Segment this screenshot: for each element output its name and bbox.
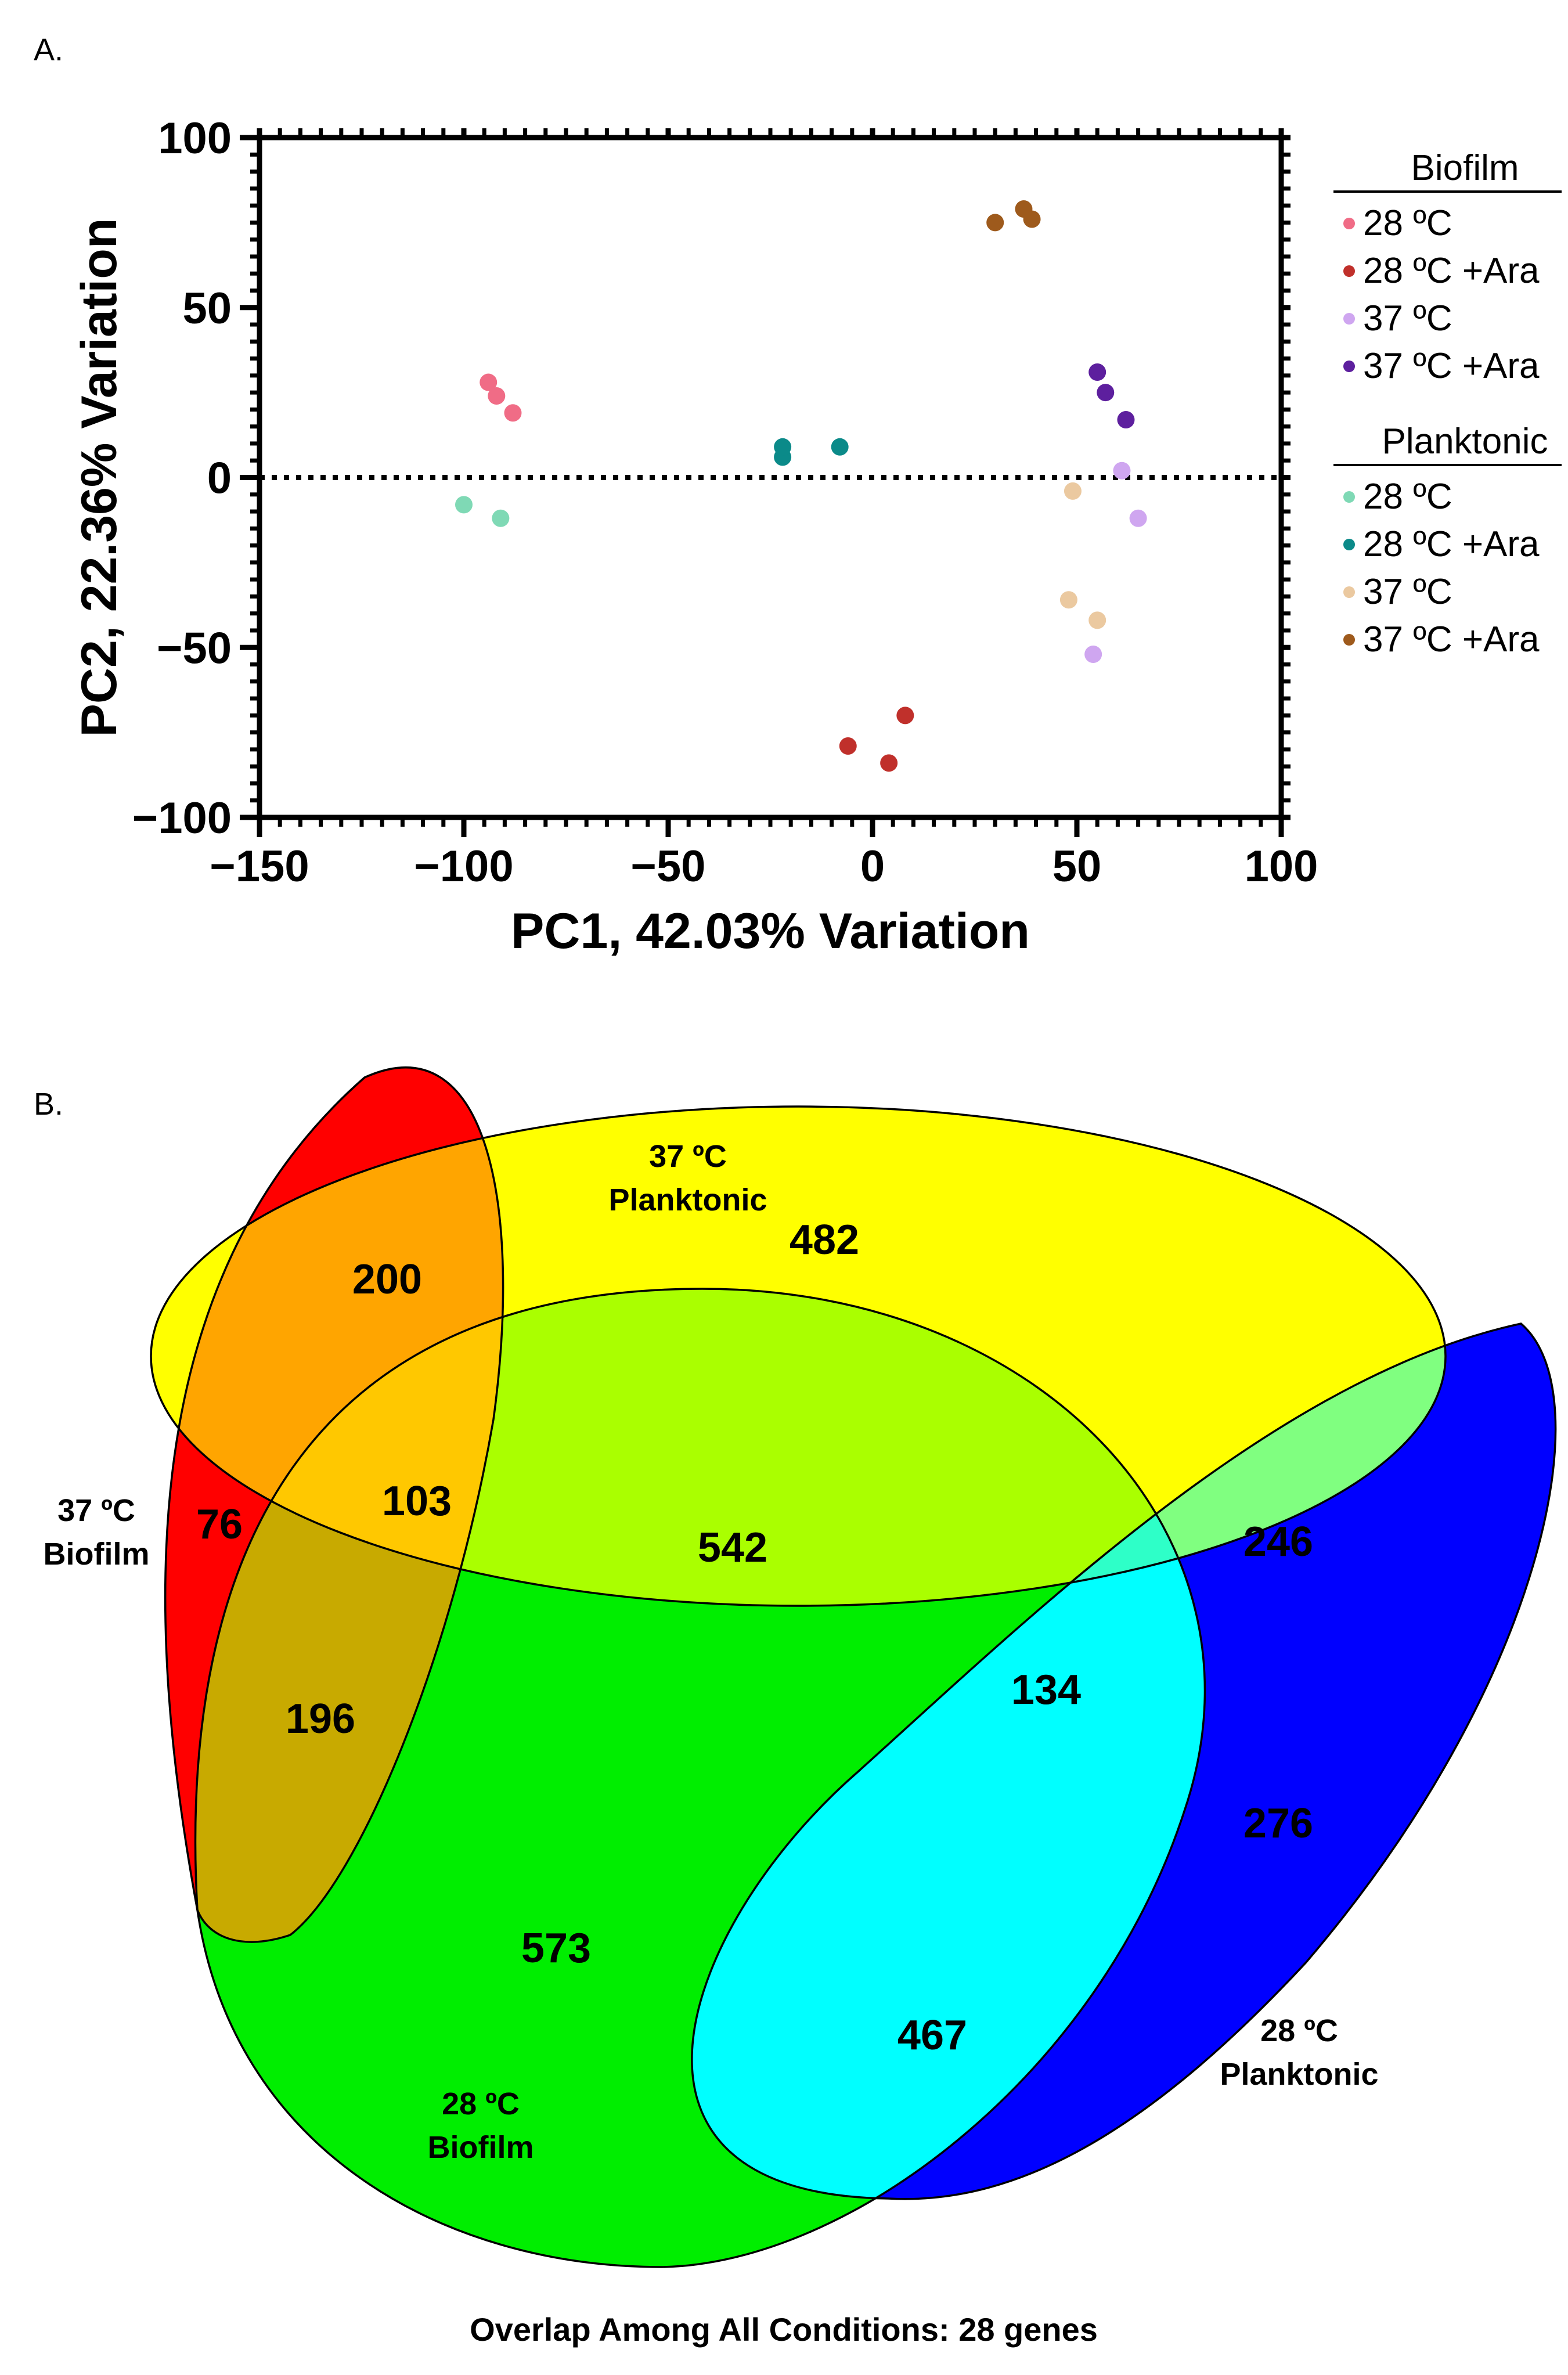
set-28c-biofilm-outline <box>194 1288 1206 2268</box>
data-points <box>455 200 1147 772</box>
legend-marker <box>1343 634 1355 646</box>
set-label-37c-planktonic-line1: 37 ºC <box>649 1139 727 1174</box>
overlap-bio37-plank37-bio28 <box>195 1289 503 1606</box>
region-count: 76 <box>196 1501 243 1548</box>
set-label-37c-planktonic-line2: Planktonic <box>608 1183 767 1217</box>
x-axis-title: PC1, 42.03% Variation <box>511 903 1030 959</box>
data-point <box>504 404 522 422</box>
panel-a-label: A. <box>34 33 63 67</box>
set-label-28c-biofilm-line1: 28 ºC <box>442 2086 520 2121</box>
region-count: 542 <box>698 1525 767 1571</box>
legend: Biofilm 28 ºC 28 ºC +Ara 37 ºC 37 ºC +Ara Pla… <box>1333 148 1562 659</box>
data-point <box>986 214 1004 232</box>
overlap-bio28-plank28 <box>692 1324 1205 2199</box>
legend-entry-label: 37 ºC <box>1363 298 1452 338</box>
legend-marker <box>1343 586 1355 598</box>
legend-entry-label: 28 ºC +Ara <box>1363 251 1540 291</box>
set-37c-planktonic-outline <box>150 1105 1447 1607</box>
region-count: 482 <box>790 1217 859 1263</box>
x-tick-label: 0 <box>860 842 885 891</box>
y-axis-title: PC2, 22.36% Variation <box>71 218 127 737</box>
region-count: 276 <box>1243 1800 1313 1847</box>
legend-group-title: Planktonic <box>1382 421 1548 462</box>
set-label-28c-biofilm-line2: Biofilm <box>428 2130 534 2165</box>
data-point <box>1113 462 1131 480</box>
data-point <box>1088 363 1106 381</box>
data-point <box>896 707 914 725</box>
data-point <box>455 496 473 514</box>
region-count: 246 <box>1243 1519 1313 1565</box>
data-point <box>1129 509 1147 527</box>
set-28c-planktonic-outline <box>691 1322 1557 2200</box>
x-tick-label: 50 <box>1052 842 1102 891</box>
x-tick-label: −150 <box>210 842 309 891</box>
legend-entry-label: 37 ºC +Ara <box>1363 619 1540 659</box>
legend-entry-label: 28 ºC <box>1363 203 1452 243</box>
data-point <box>831 438 849 456</box>
region-count: 196 <box>286 1696 355 1742</box>
data-point <box>1064 482 1082 500</box>
legend-marker <box>1343 218 1355 229</box>
set-label-28c-planktonic-line2: Planktonic <box>1220 2057 1378 2092</box>
legend-marker <box>1343 491 1355 503</box>
set-37c-biofilm-outline <box>164 1066 504 1943</box>
data-point <box>1084 645 1102 663</box>
panel-b-label: B. <box>34 1087 63 1122</box>
data-point <box>1023 210 1041 228</box>
legend-group-title: Biofilm <box>1411 148 1519 188</box>
data-point <box>488 387 506 405</box>
x-tick-label: −50 <box>631 842 706 891</box>
legend-entry-label: 28 ºC <box>1363 477 1452 517</box>
set-label-37c-biofilm-line1: 37 ºC <box>57 1493 135 1528</box>
legend-entry-label: 37 ºC +Ara <box>1363 346 1540 386</box>
data-point <box>1088 611 1106 629</box>
x-tick-label: 100 <box>1245 842 1318 891</box>
region-count: 467 <box>897 2012 967 2059</box>
legend-marker <box>1343 361 1355 372</box>
x-tick-label: −100 <box>414 842 513 891</box>
legend-marker <box>1343 313 1355 325</box>
legend-marker <box>1343 265 1355 277</box>
region-count: 200 <box>352 1256 422 1303</box>
legend-entry-label: 28 ºC +Ara <box>1363 524 1540 564</box>
region-count: 573 <box>521 1925 591 1972</box>
y-tick-label: 100 <box>158 114 232 163</box>
data-point <box>1059 591 1077 609</box>
data-point <box>839 737 857 755</box>
legend-entry-label: 37 ºC <box>1363 572 1452 612</box>
region-count: 134 <box>1011 1667 1081 1713</box>
y-tick-label: 0 <box>207 454 232 503</box>
data-point <box>492 509 510 527</box>
venn-footer-caption: Overlap Among All Conditions: 28 genes <box>470 2311 1098 2348</box>
set-label-28c-planktonic-line1: 28 ºC <box>1260 2013 1338 2048</box>
y-tick-label: −50 <box>157 624 232 673</box>
legend-marker <box>1343 539 1355 550</box>
y-tick-label: 50 <box>182 284 232 333</box>
data-point <box>880 754 898 772</box>
data-point <box>1097 384 1115 402</box>
region-count: 103 <box>382 1478 452 1525</box>
set-label-37c-biofilm-line2: Biofilm <box>44 1537 150 1572</box>
y-tick-label: −100 <box>132 794 232 843</box>
venn-diagram: 76 200 482 103 542 246 196 134 276 573 4… <box>44 1066 1557 2348</box>
data-point <box>1117 410 1135 428</box>
data-point <box>480 373 498 391</box>
data-point <box>774 438 792 456</box>
